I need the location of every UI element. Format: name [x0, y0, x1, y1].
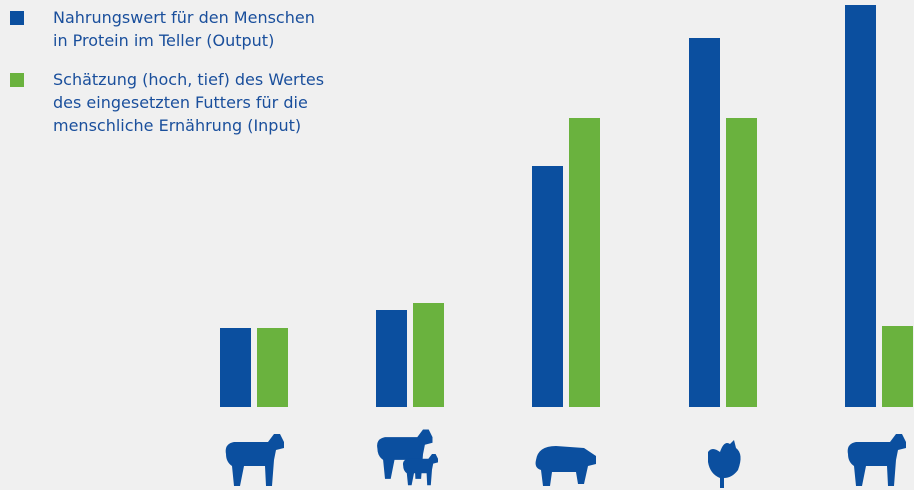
- sheep-icon: [225, 434, 284, 486]
- bar: [413, 303, 444, 407]
- chicken-icon: [708, 440, 741, 488]
- pig-icon: [535, 446, 596, 486]
- legend-label: Schätzung (hoch, tief) des Wertes des ei…: [53, 70, 325, 135]
- bar: [845, 5, 876, 407]
- bar: [257, 328, 288, 407]
- bar: [532, 166, 563, 407]
- dairy-cow-icon: [847, 434, 906, 486]
- bar: [689, 38, 720, 407]
- legend-label: Nahrungswert für den Menschen in Protein…: [53, 8, 315, 50]
- legend-item: Schätzung (hoch, tief) des Wertes des ei…: [10, 68, 333, 137]
- icons: [225, 429, 906, 488]
- bar: [220, 328, 251, 407]
- bar: [376, 310, 407, 407]
- bar: [726, 118, 757, 407]
- bar: [882, 326, 913, 407]
- legend-item: Nahrungswert für den Menschen in Protein…: [10, 6, 333, 52]
- bar: [569, 118, 600, 407]
- legend-swatch: [10, 11, 24, 25]
- legend-swatch: [10, 73, 24, 87]
